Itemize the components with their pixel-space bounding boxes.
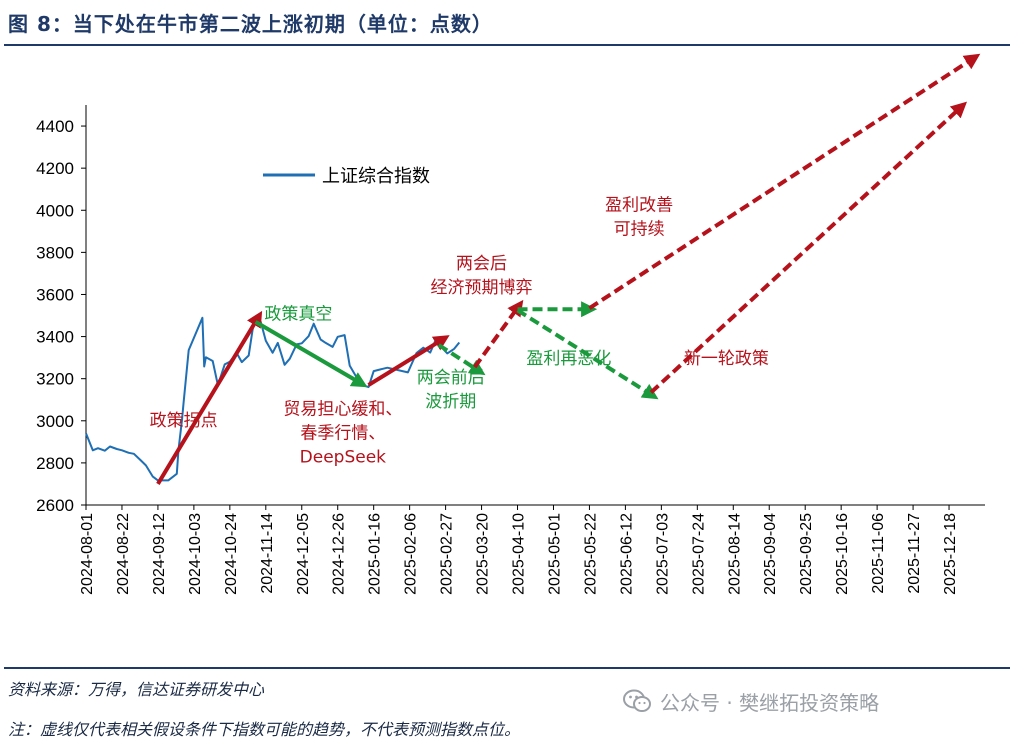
x-tick-label: 2025-11-27: [906, 513, 923, 594]
y-tick-label: 3400: [36, 328, 74, 347]
wechat-icon: [623, 689, 651, 712]
annotation-line: 经济预期博弈: [431, 278, 533, 298]
index-chart: 2600 2800 3000 3200 3400 3600 3800 4000 4200 4400…: [36, 53, 985, 595]
dashed-red-arrow: [649, 101, 968, 394]
annotation-line: 两会前后: [417, 368, 485, 388]
annotation-line: 波折期: [425, 392, 476, 412]
note-text: 注：虚线仅代表相关假设条件下指数可能的趋势，不代表预测指数点位。: [8, 720, 521, 739]
annotation-after-sessions: 两会后经济预期博弈: [431, 254, 533, 298]
footer-divider: [4, 667, 1010, 669]
annotation-trade-easing: 贸易担心缓和、春季行情、 DeepSeek: [283, 399, 402, 467]
watermark: 公众号 · 樊继拓投资策略: [622, 686, 879, 716]
x-tick-label: 2024-12-05: [295, 513, 312, 595]
y-tick-label: 3800: [36, 243, 74, 262]
annotation-line: 盈利再恶化: [526, 349, 611, 369]
series-line: [85, 316, 461, 482]
annotation-line: 两会后: [456, 254, 507, 274]
solid-red-arrow: [367, 335, 450, 387]
x-tick-label: 2024-09-12: [151, 513, 168, 595]
annotation-line: 贸易担心缓和、: [283, 399, 402, 419]
page-title: 图 8：当下处在牛市第二波上涨初期（单位：点数）: [8, 12, 493, 36]
x-tick-label: 2024-10-24: [223, 513, 240, 595]
annotation-line: 新一轮政策: [684, 349, 769, 369]
x-tick-label: 2025-02-27: [439, 513, 456, 595]
dashed-red-arrow: [473, 299, 524, 369]
title-divider: [4, 44, 1010, 46]
x-tick-label: 2025-12-18: [942, 513, 959, 595]
x-tick-label: 2025-02-06: [403, 513, 420, 595]
source-text: 资料来源：万得，信达证券研发中心: [8, 680, 265, 699]
annotation-policy-turn: 政策拐点: [150, 411, 218, 431]
x-tick-label: 2024-08-01: [79, 513, 96, 595]
y-tick-label: 4200: [36, 159, 74, 178]
x-tick-label: 2024-10-03: [187, 513, 204, 595]
x-tick-label: 2024-11-14: [259, 513, 276, 594]
x-tick-label: 2025-09-04: [762, 513, 779, 595]
annotation-line: 可持续: [614, 219, 665, 239]
x-tick-label: 2025-01-16: [367, 513, 384, 595]
x-tick-label: 2025-07-03: [654, 513, 671, 595]
annotation-line: DeepSeek: [300, 447, 387, 467]
annotation-line: 政策拐点: [150, 411, 218, 431]
dashed-green-arrow: [516, 308, 659, 400]
x-tick-label: 2024-08-22: [115, 513, 132, 595]
legend-label: 上证综合指数: [322, 166, 430, 187]
y-tick-label: 2800: [36, 454, 74, 473]
annotation-new-policy: 新一轮政策: [684, 349, 769, 369]
annotation-line: 盈利改善: [605, 195, 673, 215]
dashed-red-arrow: [588, 53, 981, 310]
annotation-profit-worse: 盈利再恶化: [526, 349, 611, 369]
watermark-text: 公众号 · 樊继拓投资策略: [660, 690, 880, 715]
x-tick-label: 2025-11-06: [870, 513, 887, 594]
annotation-policy-vacuum: 政策真空: [264, 305, 332, 325]
x-tick-label: 2025-09-25: [798, 513, 815, 595]
x-tick-label: 2025-10-16: [834, 513, 851, 595]
x-tick-label: 2025-08-14: [726, 513, 743, 595]
y-tick-label: 3600: [36, 285, 74, 304]
x-tick-label: 2025-07-24: [690, 513, 707, 595]
dashed-green-arrow: [437, 343, 486, 376]
annotation-profit-improve: 盈利改善可持续: [605, 195, 673, 239]
x-tick-label: 2025-04-10: [511, 513, 528, 595]
x-tick-label: 2025-03-20: [475, 513, 492, 595]
solid-red-arrow: [156, 310, 263, 485]
annotation-line: 春季行情、: [300, 423, 385, 443]
x-tick-label: 2025-05-01: [546, 513, 563, 595]
x-tick-label: 2024-12-26: [331, 513, 348, 595]
y-tick-label: 2600: [36, 496, 74, 515]
annotation-two-sessions: 两会前后波折期: [417, 368, 485, 412]
annotation-line: 政策真空: [264, 305, 332, 325]
y-tick-label: 3200: [36, 370, 74, 389]
solid-green-arrow: [254, 320, 368, 388]
x-tick-label: 2025-06-12: [618, 513, 635, 595]
y-tick-label: 4000: [36, 201, 74, 220]
y-tick-label: 4400: [36, 117, 74, 136]
x-tick-label: 2025-05-22: [582, 513, 599, 595]
y-tick-label: 3000: [36, 412, 74, 431]
